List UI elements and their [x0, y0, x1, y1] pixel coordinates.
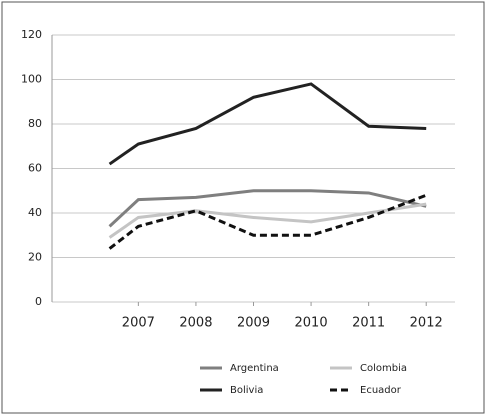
x-tick-label: 2009 — [237, 316, 270, 331]
y-tick-label: 60 — [28, 162, 42, 175]
legend-label: Argentina — [230, 363, 279, 374]
legend-label: Colombia — [360, 363, 407, 374]
y-tick-label: 120 — [21, 28, 42, 41]
y-tick-label: 80 — [28, 117, 42, 130]
y-tick-label: 100 — [21, 73, 42, 86]
x-tick-label: 2008 — [179, 316, 212, 331]
y-tick-label: 20 — [28, 251, 42, 264]
series-line — [108, 202, 427, 239]
x-tick-label: 2011 — [352, 316, 385, 331]
legend-label: Ecuador — [360, 385, 402, 396]
legend-label: Bolivia — [230, 385, 263, 396]
y-tick-label: 40 — [28, 206, 42, 219]
series-line — [108, 189, 427, 228]
y-tick-label: 0 — [35, 295, 42, 308]
series-line — [108, 193, 427, 250]
x-tick-label: 2012 — [410, 316, 443, 331]
series-line — [108, 82, 427, 166]
x-tick-label: 2010 — [295, 316, 328, 331]
x-tick-label: 2007 — [122, 316, 155, 331]
